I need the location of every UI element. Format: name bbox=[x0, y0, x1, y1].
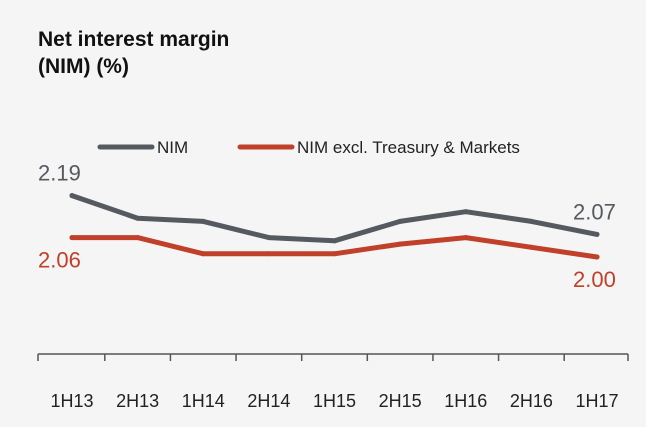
x-tick-label: 2H13 bbox=[116, 391, 159, 411]
legend-item: NIM excl. Treasury & Markets bbox=[237, 138, 520, 157]
chart-title: Net interest margin (NIM) (%) bbox=[38, 26, 229, 80]
legend: NIM NIM excl. Treasury & Markets bbox=[97, 138, 520, 157]
data-labels: 2.19 2.07 2.06 2.00 bbox=[38, 161, 616, 292]
data-point bbox=[463, 235, 469, 241]
x-tick-label: 2H16 bbox=[510, 391, 553, 411]
x-tick-label: 1H13 bbox=[50, 391, 93, 411]
chart-title-line-1: Net interest margin bbox=[38, 28, 230, 51]
data-point bbox=[135, 215, 141, 221]
data-point bbox=[266, 251, 272, 257]
x-tick-label: 1H16 bbox=[444, 391, 487, 411]
data-label: 2.06 bbox=[38, 248, 81, 273]
x-tick-label: 1H15 bbox=[313, 391, 356, 411]
x-tick-label: 2H14 bbox=[247, 391, 290, 411]
data-point bbox=[200, 218, 206, 224]
data-point bbox=[397, 241, 403, 247]
data-point bbox=[69, 193, 75, 199]
data-point bbox=[200, 251, 206, 257]
data-point bbox=[528, 218, 534, 224]
legend-label: NIM bbox=[157, 138, 188, 157]
legend-item: NIM bbox=[97, 138, 188, 157]
data-point bbox=[594, 231, 600, 237]
series-layer bbox=[69, 193, 600, 260]
data-point bbox=[463, 209, 469, 215]
x-tick-label: 1H14 bbox=[182, 391, 225, 411]
data-point bbox=[594, 254, 600, 260]
data-point bbox=[528, 244, 534, 250]
x-tick-label: 1H17 bbox=[575, 391, 618, 411]
legend-label: NIM excl. Treasury & Markets bbox=[297, 138, 520, 157]
x-tick-label: 2H15 bbox=[379, 391, 422, 411]
data-point bbox=[397, 218, 403, 224]
data-label: 2.00 bbox=[573, 267, 616, 292]
data-point bbox=[332, 238, 337, 244]
data-label: 2.07 bbox=[573, 199, 616, 224]
data-point bbox=[332, 251, 337, 257]
chart-title-line-2: (NIM) (%) bbox=[38, 55, 129, 78]
data-label: 2.19 bbox=[38, 161, 81, 186]
data-point bbox=[135, 235, 141, 241]
data-point bbox=[266, 235, 272, 241]
series-line bbox=[69, 193, 600, 244]
data-point bbox=[69, 235, 75, 241]
x-axis: 1H13 2H13 1H14 2H14 1H15 2H15 1H16 2H16 1H17 bbox=[37, 353, 629, 411]
